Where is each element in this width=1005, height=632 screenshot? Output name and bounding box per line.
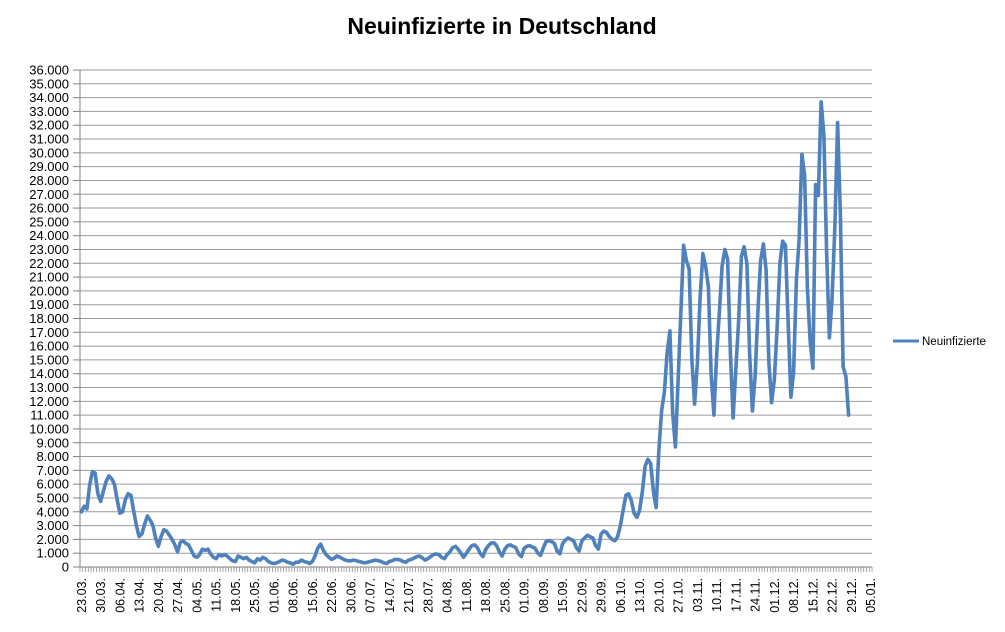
svg-text:06.04.: 06.04. — [113, 578, 127, 613]
svg-text:13.10.: 13.10. — [633, 578, 647, 613]
svg-text:5.000: 5.000 — [36, 490, 69, 505]
svg-text:11.000: 11.000 — [30, 408, 69, 423]
svg-text:08.12.: 08.12. — [787, 578, 801, 613]
svg-text:28.000: 28.000 — [29, 173, 69, 188]
svg-text:23.000: 23.000 — [29, 242, 69, 257]
svg-text:11.05.: 11.05. — [210, 578, 224, 612]
svg-text:08.09.: 08.09. — [537, 578, 551, 613]
svg-text:9.000: 9.000 — [36, 435, 69, 450]
svg-text:30.06.: 30.06. — [344, 578, 358, 613]
svg-text:29.09.: 29.09. — [595, 578, 609, 613]
svg-text:8.000: 8.000 — [36, 449, 69, 464]
svg-text:18.000: 18.000 — [29, 311, 69, 326]
svg-text:10.000: 10.000 — [29, 421, 69, 436]
svg-text:01.09.: 01.09. — [518, 578, 532, 613]
svg-text:10.11.: 10.11. — [710, 578, 724, 612]
svg-text:13.04.: 13.04. — [133, 578, 147, 613]
svg-text:11.08.: 11.08. — [460, 578, 474, 612]
svg-text:24.000: 24.000 — [29, 228, 69, 243]
svg-text:15.09.: 15.09. — [556, 578, 570, 613]
svg-text:22.000: 22.000 — [29, 256, 69, 271]
svg-text:14.07.: 14.07. — [383, 578, 397, 613]
legend-label: Neuinfizierte — [922, 336, 986, 348]
svg-text:36.000: 36.000 — [29, 63, 69, 78]
svg-text:30.000: 30.000 — [29, 145, 69, 160]
svg-text:01.12.: 01.12. — [768, 578, 782, 613]
svg-text:15.06.: 15.06. — [306, 578, 320, 613]
svg-text:20.04.: 20.04. — [152, 578, 166, 613]
svg-text:18.05.: 18.05. — [229, 578, 243, 613]
svg-text:34.000: 34.000 — [29, 90, 69, 105]
svg-text:12.000: 12.000 — [29, 394, 69, 409]
svg-text:13.000: 13.000 — [29, 380, 69, 395]
svg-text:23.03.: 23.03. — [75, 578, 89, 613]
svg-text:2.000: 2.000 — [36, 532, 69, 547]
svg-text:28.07.: 28.07. — [421, 578, 435, 613]
svg-text:3.000: 3.000 — [36, 518, 69, 533]
svg-text:15.12.: 15.12. — [806, 578, 820, 613]
svg-text:17.000: 17.000 — [29, 325, 69, 340]
svg-text:25.05.: 25.05. — [248, 578, 262, 613]
svg-text:19.000: 19.000 — [29, 297, 69, 312]
svg-text:22.06.: 22.06. — [325, 578, 339, 613]
svg-text:01.06.: 01.06. — [267, 578, 281, 613]
svg-text:31.000: 31.000 — [29, 132, 69, 147]
svg-text:15.000: 15.000 — [29, 352, 69, 367]
svg-text:32.000: 32.000 — [29, 118, 69, 133]
svg-text:22.12.: 22.12. — [826, 578, 840, 613]
svg-text:27.04.: 27.04. — [171, 578, 185, 613]
svg-text:16.000: 16.000 — [29, 339, 69, 354]
svg-text:33.000: 33.000 — [29, 104, 69, 119]
svg-text:27.10.: 27.10. — [672, 578, 686, 613]
svg-text:30.03.: 30.03. — [94, 578, 108, 613]
svg-text:17.11.: 17.11. — [729, 578, 743, 612]
svg-text:03.11.: 03.11. — [691, 578, 705, 612]
svg-text:7.000: 7.000 — [36, 463, 69, 478]
svg-text:0: 0 — [62, 560, 69, 575]
svg-text:14.000: 14.000 — [29, 366, 69, 381]
svg-text:20.000: 20.000 — [29, 283, 69, 298]
svg-text:35.000: 35.000 — [29, 76, 69, 91]
svg-text:04.08.: 04.08. — [441, 578, 455, 613]
svg-text:6.000: 6.000 — [36, 477, 69, 492]
legend: Neuinfizierte — [893, 336, 986, 348]
svg-text:20.10.: 20.10. — [652, 578, 666, 613]
svg-text:07.07.: 07.07. — [364, 578, 378, 613]
svg-text:24.11.: 24.11. — [749, 578, 763, 612]
plot-area: 01.0002.0003.0004.0005.0006.0007.0008.00… — [29, 63, 878, 613]
chart-title: Neuinfizierte in Deutschland — [347, 13, 656, 39]
svg-text:21.000: 21.000 — [29, 270, 69, 285]
svg-text:05.01.: 05.01. — [864, 578, 878, 613]
svg-text:25.08.: 25.08. — [498, 578, 512, 613]
svg-text:1.000: 1.000 — [36, 546, 69, 561]
svg-text:29.000: 29.000 — [29, 159, 69, 174]
svg-text:18.08.: 18.08. — [479, 578, 493, 613]
svg-text:26.000: 26.000 — [29, 201, 69, 216]
svg-text:08.06.: 08.06. — [287, 578, 301, 613]
svg-text:4.000: 4.000 — [36, 504, 69, 519]
svg-text:04.05.: 04.05. — [190, 578, 204, 613]
svg-text:06.10.: 06.10. — [614, 578, 628, 613]
svg-text:25.000: 25.000 — [29, 214, 69, 229]
svg-text:29.12.: 29.12. — [845, 578, 859, 613]
svg-text:22.09.: 22.09. — [575, 578, 589, 613]
svg-text:21.07.: 21.07. — [402, 578, 416, 613]
svg-text:27.000: 27.000 — [29, 187, 69, 202]
